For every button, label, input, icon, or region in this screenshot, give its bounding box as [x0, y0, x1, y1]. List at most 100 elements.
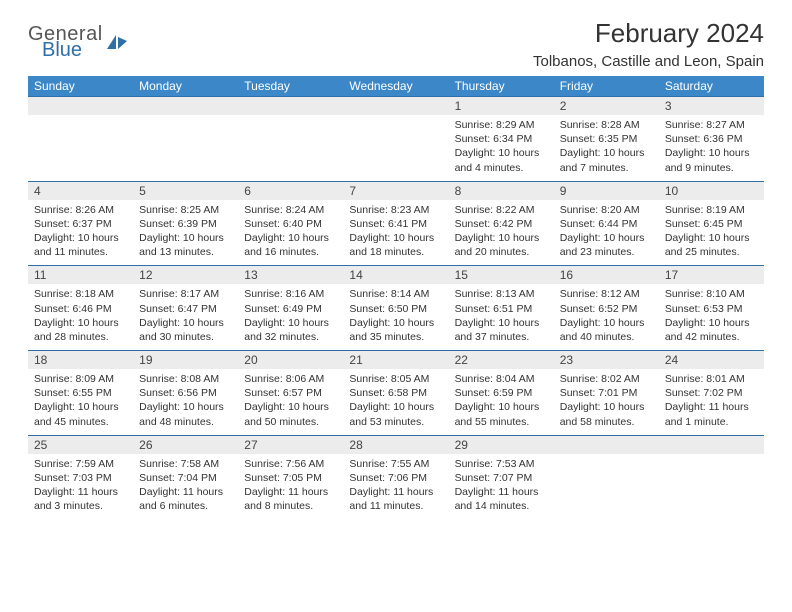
sunset-value: 6:55 PM: [73, 387, 112, 399]
sunrise-line: Sunrise: 8:09 AM: [34, 372, 127, 386]
sunset-line: Sunset: 7:05 PM: [244, 471, 337, 485]
sunrise-line: Sunrise: 8:06 AM: [244, 372, 337, 386]
sunrise-value: 8:24 AM: [286, 204, 325, 216]
day-content-cell: Sunrise: 8:02 AMSunset: 7:01 PMDaylight:…: [554, 369, 659, 435]
day-number-cell: 17: [659, 266, 764, 285]
sunrise-value: 7:59 AM: [75, 458, 114, 470]
sunset-line: Sunset: 6:53 PM: [665, 302, 758, 316]
daylight-line: Daylight: 10 hours and 53 minutes.: [349, 400, 442, 428]
day-content-cell: Sunrise: 8:22 AMSunset: 6:42 PMDaylight:…: [449, 200, 554, 266]
sunset-value: 6:37 PM: [73, 218, 112, 230]
day-number-cell: [238, 97, 343, 116]
sunrise-line: Sunrise: 8:26 AM: [34, 203, 127, 217]
sunset-value: 6:51 PM: [493, 303, 532, 315]
weekday-header: Monday: [133, 76, 238, 97]
sunset-line: Sunset: 6:45 PM: [665, 217, 758, 231]
day-number-cell: 5: [133, 181, 238, 200]
day-content-cell: Sunrise: 7:55 AMSunset: 7:06 PMDaylight:…: [343, 454, 448, 520]
sunrise-value: 8:20 AM: [601, 204, 640, 216]
day-number-cell: 3: [659, 97, 764, 116]
day-content-cell: Sunrise: 8:18 AMSunset: 6:46 PMDaylight:…: [28, 284, 133, 350]
sunrise-value: 8:09 AM: [75, 373, 114, 385]
day-content-row: Sunrise: 7:59 AMSunset: 7:03 PMDaylight:…: [28, 454, 764, 520]
day-number-cell: [659, 435, 764, 454]
sunrise-value: 8:02 AM: [601, 373, 640, 385]
sunset-line: Sunset: 6:36 PM: [665, 132, 758, 146]
daylight-value: 11 hours and 6 minutes.: [139, 486, 223, 512]
sunrise-value: 8:05 AM: [391, 373, 430, 385]
daylight-line: Daylight: 10 hours and 30 minutes.: [139, 316, 232, 344]
daylight-value: 10 hours and 11 minutes.: [34, 232, 119, 258]
sunrise-value: 8:19 AM: [706, 204, 745, 216]
calendar-page: General Blue February 2024 Tolbanos, Cas…: [0, 0, 792, 529]
daylight-line: Daylight: 10 hours and 11 minutes.: [34, 231, 127, 259]
day-content-cell: Sunrise: 8:01 AMSunset: 7:02 PMDaylight:…: [659, 369, 764, 435]
sunrise-value: 8:10 AM: [706, 288, 745, 300]
day-number-cell: 20: [238, 351, 343, 370]
sunset-value: 7:03 PM: [73, 472, 112, 484]
sunrise-line: Sunrise: 7:56 AM: [244, 457, 337, 471]
day-content-cell: Sunrise: 8:17 AMSunset: 6:47 PMDaylight:…: [133, 284, 238, 350]
sunrise-line: Sunrise: 8:27 AM: [665, 118, 758, 132]
daylight-value: 10 hours and 9 minutes.: [665, 147, 750, 173]
sunrise-line: Sunrise: 8:17 AM: [139, 287, 232, 301]
day-number-cell: [28, 97, 133, 116]
sunset-value: 6:58 PM: [388, 387, 427, 399]
sunrise-value: 8:16 AM: [286, 288, 325, 300]
sunset-line: Sunset: 7:06 PM: [349, 471, 442, 485]
sunset-value: 6:53 PM: [703, 303, 742, 315]
daylight-line: Daylight: 10 hours and 55 minutes.: [455, 400, 548, 428]
daylight-line: Daylight: 11 hours and 6 minutes.: [139, 485, 232, 513]
day-content-row: Sunrise: 8:29 AMSunset: 6:34 PMDaylight:…: [28, 115, 764, 181]
sunset-value: 6:44 PM: [598, 218, 637, 230]
sunrise-value: 8:25 AM: [181, 204, 220, 216]
sunrise-value: 8:29 AM: [496, 119, 535, 131]
sunset-line: Sunset: 6:57 PM: [244, 386, 337, 400]
daylight-value: 10 hours and 20 minutes.: [455, 232, 540, 258]
day-number-cell: 21: [343, 351, 448, 370]
day-content-cell: [343, 115, 448, 181]
sunrise-value: 7:58 AM: [181, 458, 220, 470]
day-content-cell: Sunrise: 8:06 AMSunset: 6:57 PMDaylight:…: [238, 369, 343, 435]
day-number-row: 2526272829: [28, 435, 764, 454]
sunrise-line: Sunrise: 7:53 AM: [455, 457, 548, 471]
sunset-line: Sunset: 7:02 PM: [665, 386, 758, 400]
day-content-cell: Sunrise: 8:29 AMSunset: 6:34 PMDaylight:…: [449, 115, 554, 181]
daylight-value: 11 hours and 11 minutes.: [349, 486, 433, 512]
daylight-value: 10 hours and 40 minutes.: [560, 317, 645, 343]
day-content-cell: Sunrise: 8:13 AMSunset: 6:51 PMDaylight:…: [449, 284, 554, 350]
sunset-line: Sunset: 6:40 PM: [244, 217, 337, 231]
daylight-line: Daylight: 10 hours and 16 minutes.: [244, 231, 337, 259]
month-title: February 2024: [533, 18, 764, 49]
daylight-value: 10 hours and 32 minutes.: [244, 317, 329, 343]
sunset-value: 6:41 PM: [388, 218, 427, 230]
daylight-value: 11 hours and 1 minute.: [665, 401, 749, 427]
sunset-line: Sunset: 7:01 PM: [560, 386, 653, 400]
sunrise-value: 7:56 AM: [286, 458, 325, 470]
sunrise-value: 8:01 AM: [706, 373, 745, 385]
daylight-value: 10 hours and 37 minutes.: [455, 317, 540, 343]
day-number-cell: 9: [554, 181, 659, 200]
day-number-cell: 6: [238, 181, 343, 200]
daylight-line: Daylight: 11 hours and 8 minutes.: [244, 485, 337, 513]
sunrise-value: 8:12 AM: [601, 288, 640, 300]
daylight-value: 10 hours and 7 minutes.: [560, 147, 645, 173]
sunset-value: 7:06 PM: [388, 472, 427, 484]
sunset-value: 7:02 PM: [703, 387, 742, 399]
day-content-cell: Sunrise: 7:53 AMSunset: 7:07 PMDaylight:…: [449, 454, 554, 520]
daylight-line: Daylight: 11 hours and 3 minutes.: [34, 485, 127, 513]
daylight-line: Daylight: 10 hours and 50 minutes.: [244, 400, 337, 428]
sunset-line: Sunset: 6:59 PM: [455, 386, 548, 400]
sunset-line: Sunset: 6:42 PM: [455, 217, 548, 231]
daylight-line: Daylight: 10 hours and 32 minutes.: [244, 316, 337, 344]
sunset-value: 6:50 PM: [388, 303, 427, 315]
sunset-value: 6:47 PM: [178, 303, 217, 315]
day-content-cell: Sunrise: 8:19 AMSunset: 6:45 PMDaylight:…: [659, 200, 764, 266]
day-content-cell: Sunrise: 8:23 AMSunset: 6:41 PMDaylight:…: [343, 200, 448, 266]
day-content-cell: Sunrise: 8:08 AMSunset: 6:56 PMDaylight:…: [133, 369, 238, 435]
day-number-cell: 2: [554, 97, 659, 116]
sunrise-line: Sunrise: 8:14 AM: [349, 287, 442, 301]
sunrise-line: Sunrise: 8:05 AM: [349, 372, 442, 386]
sunrise-line: Sunrise: 8:12 AM: [560, 287, 653, 301]
day-content-cell: Sunrise: 8:24 AMSunset: 6:40 PMDaylight:…: [238, 200, 343, 266]
